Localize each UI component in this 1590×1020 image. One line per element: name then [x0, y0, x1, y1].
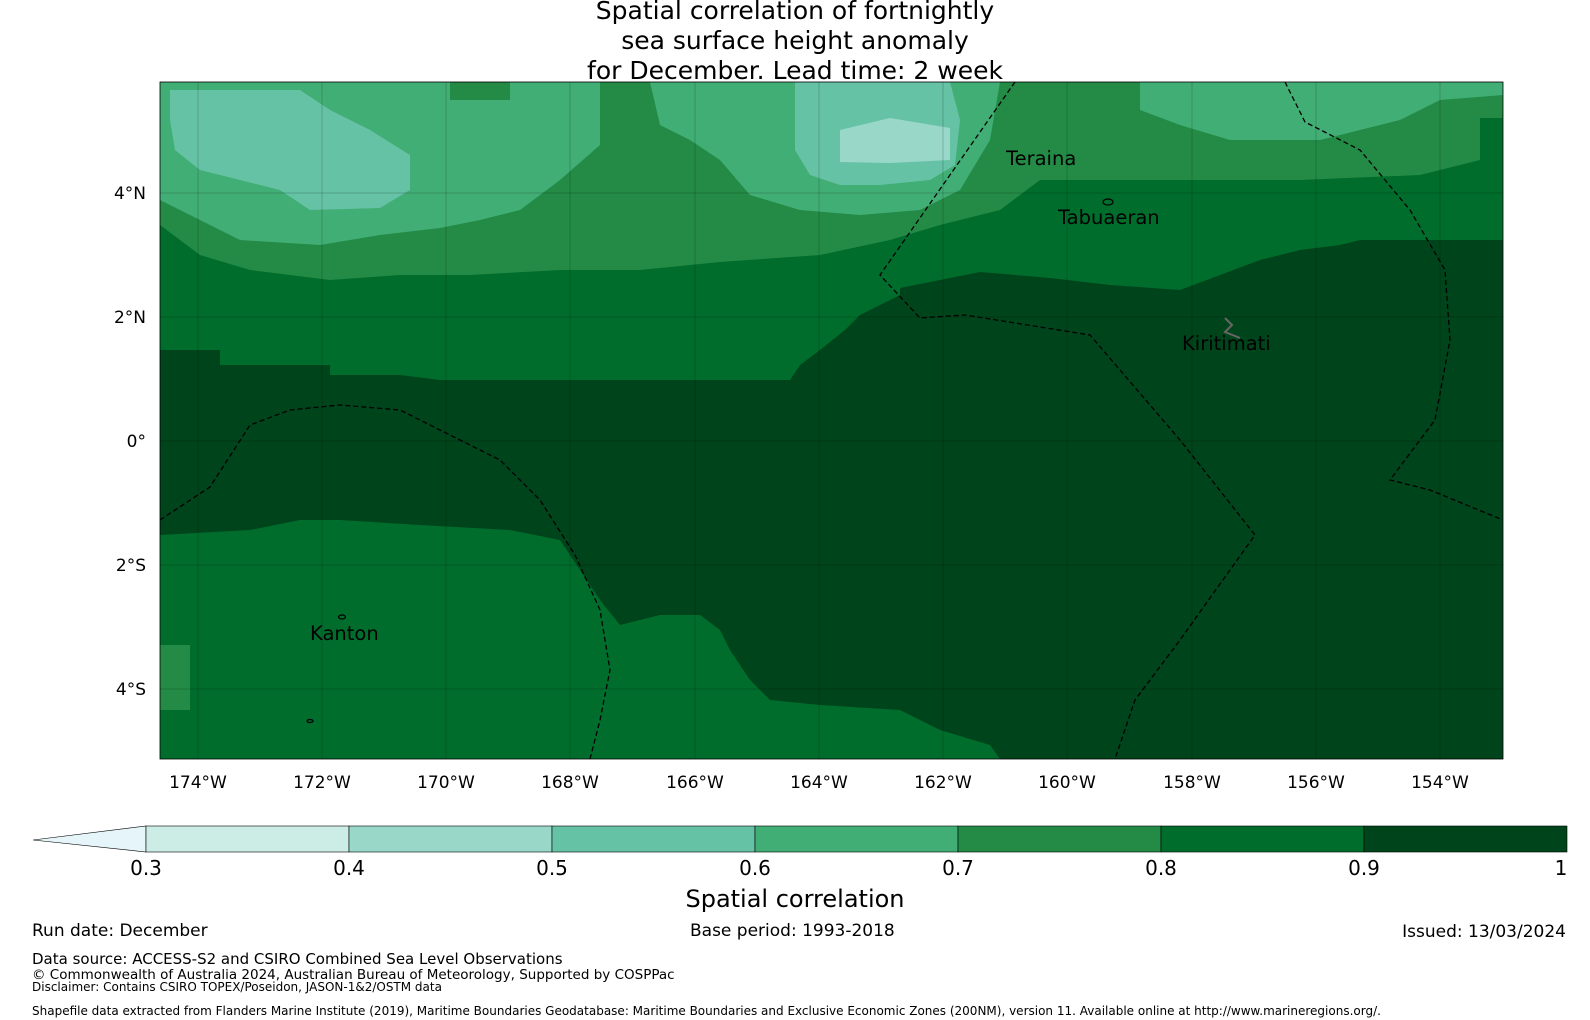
- shapefile-credit: Shapefile data extracted from Flanders M…: [32, 1004, 1381, 1018]
- colorbar-tick-label: 0.6: [739, 856, 771, 880]
- colorbar-segment: [348, 825, 553, 853]
- colorbar-extend-arrow: [32, 825, 147, 853]
- lon-tick-label: 160°W: [1038, 773, 1096, 793]
- colorbar-segment: [551, 825, 756, 853]
- title-line-1: Spatial correlation of fortnightly: [595, 0, 995, 25]
- lat-tick-label: 2°N: [114, 308, 146, 328]
- lat-tick-label: 0°: [127, 432, 146, 452]
- lon-tick-label: 170°W: [417, 773, 475, 793]
- lat-tick-label: 4°S: [116, 680, 146, 700]
- colorbar-tick-label: 0.5: [536, 856, 568, 880]
- disclaimer: Disclaimer: Contains CSIRO TOPEX/Poseido…: [32, 980, 442, 994]
- title-line-2: sea surface height anomaly: [621, 26, 969, 55]
- lon-tick-label: 166°W: [666, 773, 724, 793]
- eez-boundaries: [160, 82, 1503, 759]
- data-source: Data source: ACCESS-S2 and CSIRO Combine…: [32, 950, 563, 968]
- place-label-tabuaeran: Tabuaeran: [1057, 206, 1160, 229]
- lon-tick-label: 158°W: [1163, 773, 1221, 793]
- place-label-kiritimati: Kiritimati: [1182, 332, 1271, 355]
- lon-tick-label: 156°W: [1287, 773, 1345, 793]
- issued-date: Issued: 13/03/2024: [1402, 922, 1566, 942]
- colorbar-segment: [957, 825, 1162, 853]
- copyright: © Commonwealth of Australia 2024, Austra…: [32, 967, 675, 983]
- correlation-field: [160, 82, 1503, 759]
- colorbar-segment: [1160, 825, 1365, 853]
- grid: [160, 82, 1503, 759]
- lat-tick-label: 2°S: [116, 556, 146, 576]
- place-label-teraina: Teraina: [1005, 147, 1076, 170]
- colorbar-segment: [1363, 825, 1568, 853]
- islands: [306, 198, 1241, 724]
- colorbar-title: Spatial correlation: [685, 885, 905, 913]
- lon-tick-label: 168°W: [541, 773, 599, 793]
- colorbar-tick-label: 0.9: [1348, 856, 1380, 880]
- lon-tick-label: 154°W: [1411, 773, 1469, 793]
- colorbar-tick-label: 0.3: [130, 856, 162, 880]
- place-label-kanton: Kanton: [310, 622, 379, 645]
- map-frame: [159, 81, 1504, 760]
- colorbar-segment: [145, 825, 350, 853]
- base-period: Base period: 1993-2018: [690, 921, 895, 941]
- lon-tick-label: 172°W: [293, 773, 351, 793]
- lon-tick-label: 164°W: [790, 773, 848, 793]
- colorbar-tick-label: 0.4: [333, 856, 365, 880]
- title-line-3: for December. Lead time: 2 week: [587, 56, 1003, 85]
- lat-tick-label: 4°N: [114, 184, 146, 204]
- lon-tick-label: 162°W: [914, 773, 972, 793]
- run-date: Run date: December: [32, 921, 208, 941]
- colorbar-tick-label: 0.8: [1145, 856, 1177, 880]
- colorbar-tick-label: 0.7: [942, 856, 974, 880]
- lon-tick-label: 174°W: [169, 773, 227, 793]
- colorbar: [32, 825, 1568, 853]
- colorbar-segment: [754, 825, 959, 853]
- colorbar-tick-label: 1: [1554, 856, 1568, 880]
